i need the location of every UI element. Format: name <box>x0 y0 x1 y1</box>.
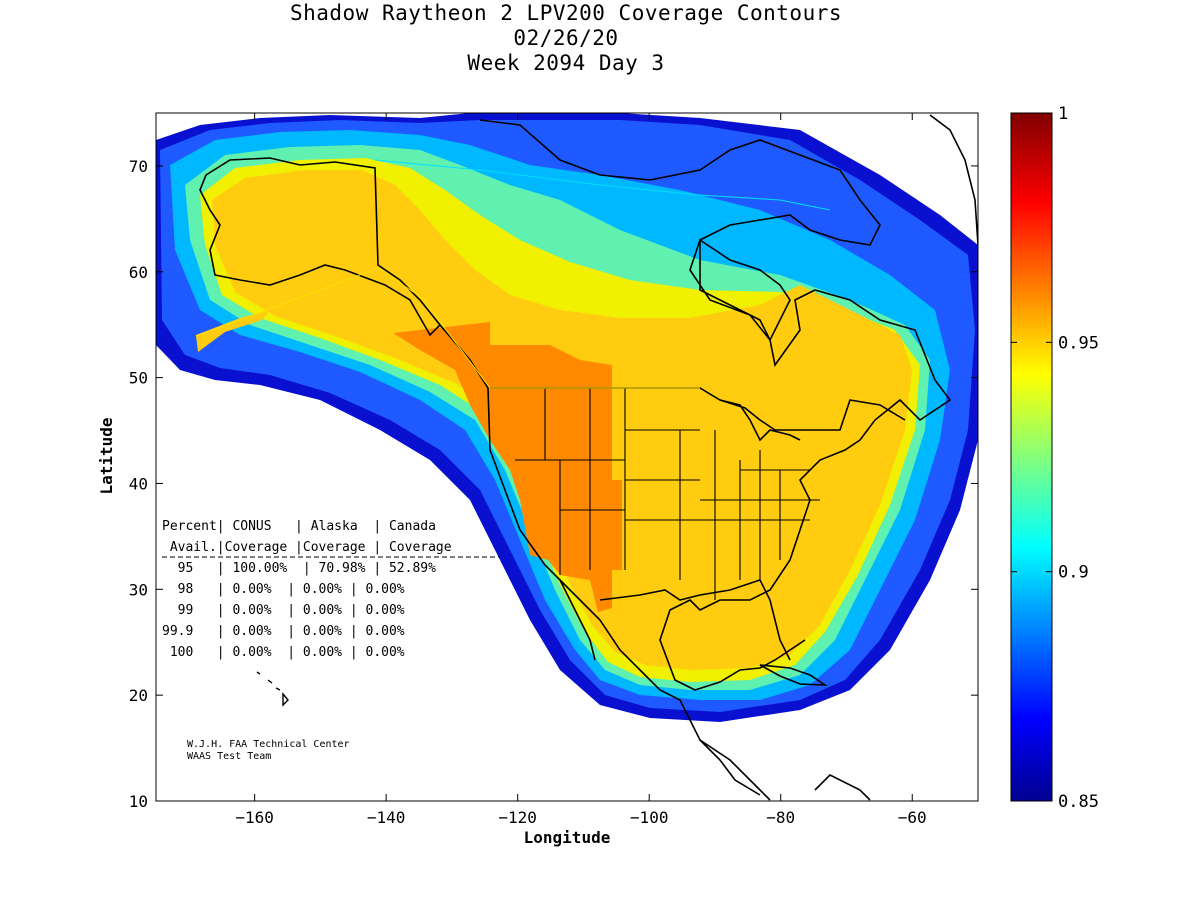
table-row: 99 | 0.00% | 0.00% | 0.00% <box>162 603 405 618</box>
chart-title: Shadow Raytheon 2 LPV200 Coverage Contou… <box>289 1 842 25</box>
canada-arctic-islands <box>479 119 952 691</box>
credit-line-1: W.J.H. FAA Technical Center <box>187 739 350 750</box>
us-border <box>490 387 906 431</box>
colorbar-tick-label: 0.95 <box>1058 333 1099 353</box>
colorbar-tick-label: 0.9 <box>1058 563 1089 583</box>
table-row: 100 | 0.00% | 0.00% | 0.00% <box>162 645 405 660</box>
x-axis-label: Longitude <box>524 828 611 847</box>
contour-band-aleutian <box>196 310 270 352</box>
y-tick-label: 20 <box>129 686 148 705</box>
map-outlines <box>199 114 978 801</box>
table-row: 95 | 100.00% | 70.98% | 52.89% <box>162 561 436 576</box>
x-tick-label: −160 <box>235 808 274 827</box>
y-tick-label: 50 <box>129 369 148 388</box>
hudson-bay <box>699 238 791 342</box>
y-tick-label: 60 <box>129 263 148 282</box>
x-tick-label: −60 <box>898 808 927 827</box>
table-row: 99.9 | 0.00% | 0.00% | 0.00% <box>162 624 405 639</box>
colorbar-ticks: 1 0.95 0.9 0.85 <box>1011 104 1099 812</box>
coverage-table: Percent| CONUS | Alaska | Canada Avail.|… <box>162 519 500 660</box>
credit-line-2: WAAS Test Team <box>187 751 271 762</box>
y-axis-label: Latitude <box>97 417 116 494</box>
colorbar <box>1010 112 1053 802</box>
state-lines <box>515 388 820 600</box>
credit-block: W.J.H. FAA Technical Center WAAS Test Te… <box>187 739 350 762</box>
greenland-edge <box>929 114 978 246</box>
contour-band-orange <box>393 322 622 612</box>
chart-week-day: Week 2094 Day 3 <box>467 51 665 75</box>
y-tick-label: 30 <box>129 580 148 599</box>
alaska-outline <box>199 157 442 337</box>
table-header-row-1: Percent| CONUS | Alaska | Canada <box>162 519 436 534</box>
chart-date: 02/26/20 <box>513 26 619 50</box>
service-area-borders <box>195 159 831 389</box>
y-tick-label: 70 <box>129 157 148 176</box>
x-axis-ticks: −160 −140 −120 −100 −80 −60 <box>235 113 927 827</box>
table-row: 98 | 0.00% | 0.00% | 0.00% <box>162 582 405 597</box>
x-tick-label: −120 <box>498 808 537 827</box>
x-tick-label: −140 <box>367 808 406 827</box>
x-tick-label: −100 <box>630 808 669 827</box>
colorbar-tick-label: 0.85 <box>1058 792 1099 812</box>
y-tick-label: 40 <box>129 474 148 493</box>
table-header-row-2: Avail.|Coverage |Coverage | Coverage <box>162 540 452 555</box>
y-axis-ticks: 10 20 30 40 50 60 70 <box>129 157 978 811</box>
y-tick-label: 10 <box>129 792 148 811</box>
x-tick-label: −80 <box>766 808 795 827</box>
hawaii-islands <box>256 671 289 707</box>
central-america <box>699 739 871 801</box>
great-lakes <box>719 399 801 442</box>
axes-frame <box>155 112 979 802</box>
cuba <box>759 664 828 686</box>
colorbar-tick-label: 1 <box>1058 104 1068 124</box>
mexico-baja <box>559 579 596 661</box>
